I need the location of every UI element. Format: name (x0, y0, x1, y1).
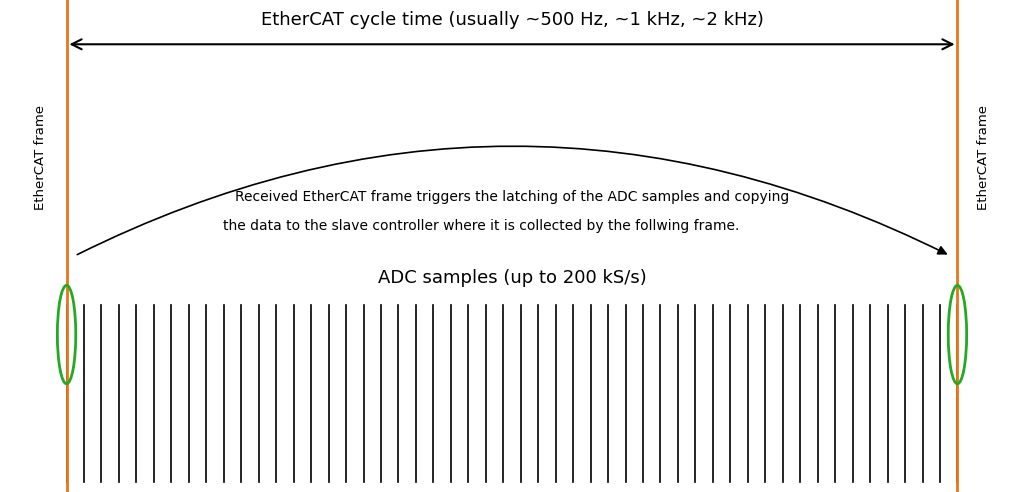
Text: ADC samples (up to 200 kS/s): ADC samples (up to 200 kS/s) (378, 269, 646, 287)
Text: Received EtherCAT frame triggers the latching of the ADC samples and copying: Received EtherCAT frame triggers the lat… (234, 190, 790, 204)
Text: the data to the slave controller where it is collected by the follwing frame.: the data to the slave controller where i… (223, 219, 739, 233)
Text: EtherCAT frame: EtherCAT frame (35, 105, 47, 210)
Text: EtherCAT frame: EtherCAT frame (977, 105, 989, 210)
Text: EtherCAT cycle time (usually ~500 Hz, ~1 kHz, ~2 kHz): EtherCAT cycle time (usually ~500 Hz, ~1… (260, 11, 764, 29)
